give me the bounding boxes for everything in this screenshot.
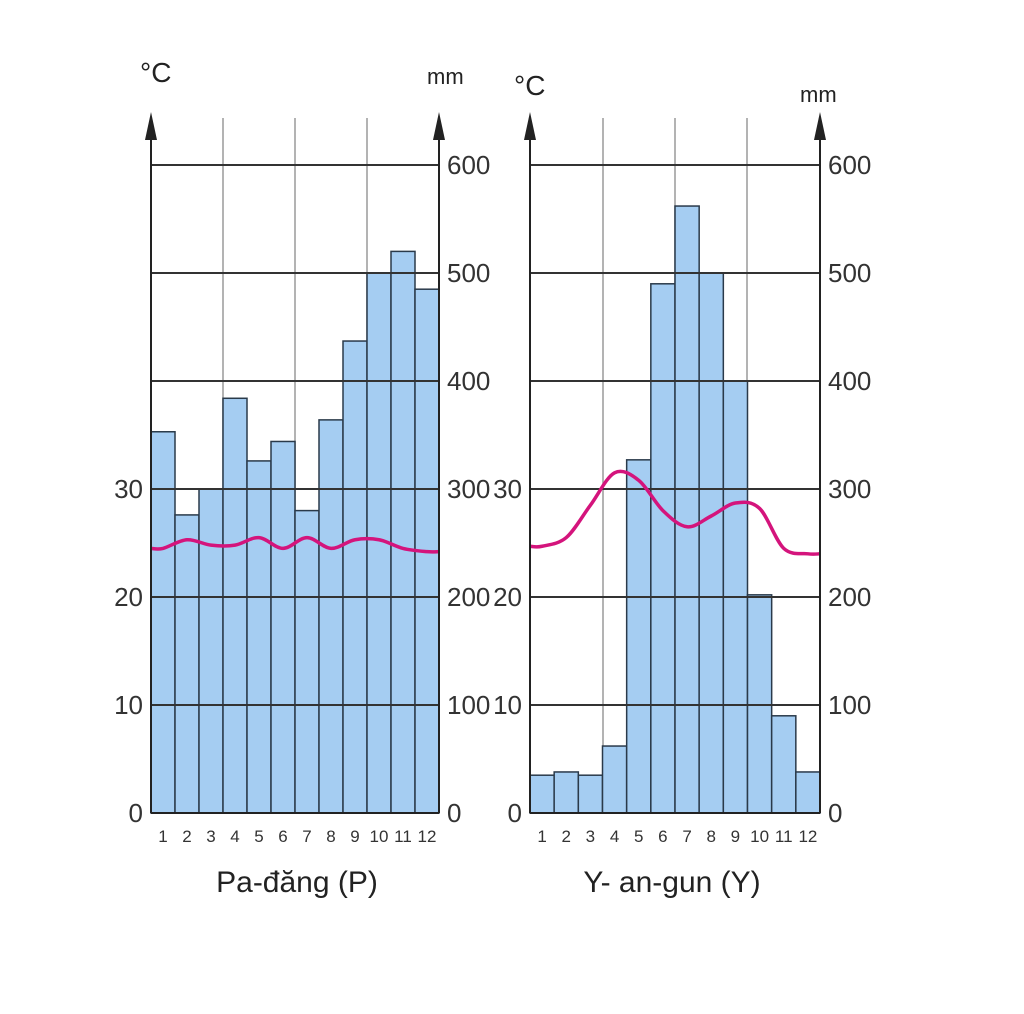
temperature-tick-label: 30 xyxy=(493,474,522,504)
month-tick-label: 10 xyxy=(750,827,769,846)
month-tick-label: 1 xyxy=(537,827,546,846)
rainfall-tick-label: 500 xyxy=(828,258,871,288)
axis-arrowhead xyxy=(433,112,445,140)
month-tick-label: 2 xyxy=(562,827,571,846)
month-tick-label: 3 xyxy=(586,827,595,846)
month-tick-label: 11 xyxy=(775,827,793,846)
month-tick-label: 12 xyxy=(418,827,437,846)
rainfall-tick-label: 0 xyxy=(447,798,461,828)
month-tick-label: 6 xyxy=(278,827,287,846)
rainfall-tick-label: 400 xyxy=(447,366,490,396)
rainfall-bar xyxy=(625,459,652,814)
rainfall-tick-label: 0 xyxy=(828,798,842,828)
rainfall-bar xyxy=(150,431,176,814)
rainfall-unit-label: mm xyxy=(800,82,837,107)
temperature-tick-label: 20 xyxy=(114,582,143,612)
rainfall-bar xyxy=(601,745,628,814)
temperature-line xyxy=(150,535,440,554)
rainfall-tick-label: 600 xyxy=(828,150,871,180)
rainfall-tick-label: 300 xyxy=(828,474,871,504)
rainfall-bar xyxy=(577,774,604,814)
month-tick-label: 3 xyxy=(206,827,215,846)
month-tick-label: 7 xyxy=(302,827,311,846)
month-tick-label: 10 xyxy=(370,827,389,846)
station-caption: Pa-đăng (P) xyxy=(216,866,378,899)
rainfall-tick-label: 200 xyxy=(447,582,490,612)
rainfall-bar xyxy=(650,283,676,814)
rainfall-bar xyxy=(222,397,248,814)
temperature-tick-label: 0 xyxy=(129,798,143,828)
rainfall-bar xyxy=(318,419,344,814)
month-tick-label: 11 xyxy=(394,827,412,846)
month-tick-label: 5 xyxy=(254,827,263,846)
rainfall-tick-label: 200 xyxy=(828,582,871,612)
rainfall-bar xyxy=(198,488,224,814)
temperature-unit-label: °C xyxy=(514,70,545,101)
month-tick-label: 9 xyxy=(350,827,359,846)
axis-arrowhead xyxy=(145,112,157,140)
temperature-tick-label: 10 xyxy=(493,690,522,720)
month-tick-label: 7 xyxy=(682,827,691,846)
rainfall-tick-label: 400 xyxy=(828,366,871,396)
rainfall-bar xyxy=(342,340,368,814)
temperature-tick-label: 10 xyxy=(114,690,143,720)
month-tick-label: 4 xyxy=(610,827,619,846)
rainfall-bar xyxy=(674,205,700,814)
rainfall-bar xyxy=(390,250,416,814)
temperature-line xyxy=(529,469,821,556)
month-tick-label: 6 xyxy=(658,827,667,846)
rainfall-bar xyxy=(553,771,580,814)
rainfall-bar xyxy=(270,440,296,814)
month-tick-label: 8 xyxy=(326,827,335,846)
month-tick-label: 5 xyxy=(634,827,643,846)
month-tick-label: 2 xyxy=(182,827,191,846)
rainfall-bar xyxy=(174,514,200,814)
rainfall-bar xyxy=(795,771,821,814)
temperature-tick-label: 20 xyxy=(493,582,522,612)
rainfall-bar xyxy=(698,272,725,814)
month-tick-label: 1 xyxy=(158,827,167,846)
rainfall-unit-label: mm xyxy=(427,64,464,89)
rainfall-tick-label: 300 xyxy=(447,474,490,504)
rainfall-bar xyxy=(246,460,272,814)
rainfall-bar xyxy=(529,774,555,814)
temperature-tick-label: 0 xyxy=(508,798,522,828)
rainfall-tick-label: 100 xyxy=(828,690,871,720)
month-tick-label: 9 xyxy=(731,827,740,846)
rainfall-bar xyxy=(770,715,797,814)
rainfall-bar xyxy=(746,594,773,814)
axis-arrowhead xyxy=(524,112,536,140)
temperature-tick-label: 30 xyxy=(114,474,143,504)
month-tick-label: 4 xyxy=(230,827,239,846)
rainfall-bar xyxy=(294,509,320,814)
month-tick-label: 12 xyxy=(798,827,817,846)
rainfall-tick-label: 500 xyxy=(447,258,490,288)
station-caption: Y- an-gun (Y) xyxy=(583,866,760,899)
axis-arrowhead xyxy=(814,112,826,140)
temperature-unit-label: °C xyxy=(140,57,171,88)
rainfall-tick-label: 600 xyxy=(447,150,490,180)
rainfall-tick-label: 100 xyxy=(447,690,490,720)
month-tick-label: 8 xyxy=(707,827,716,846)
